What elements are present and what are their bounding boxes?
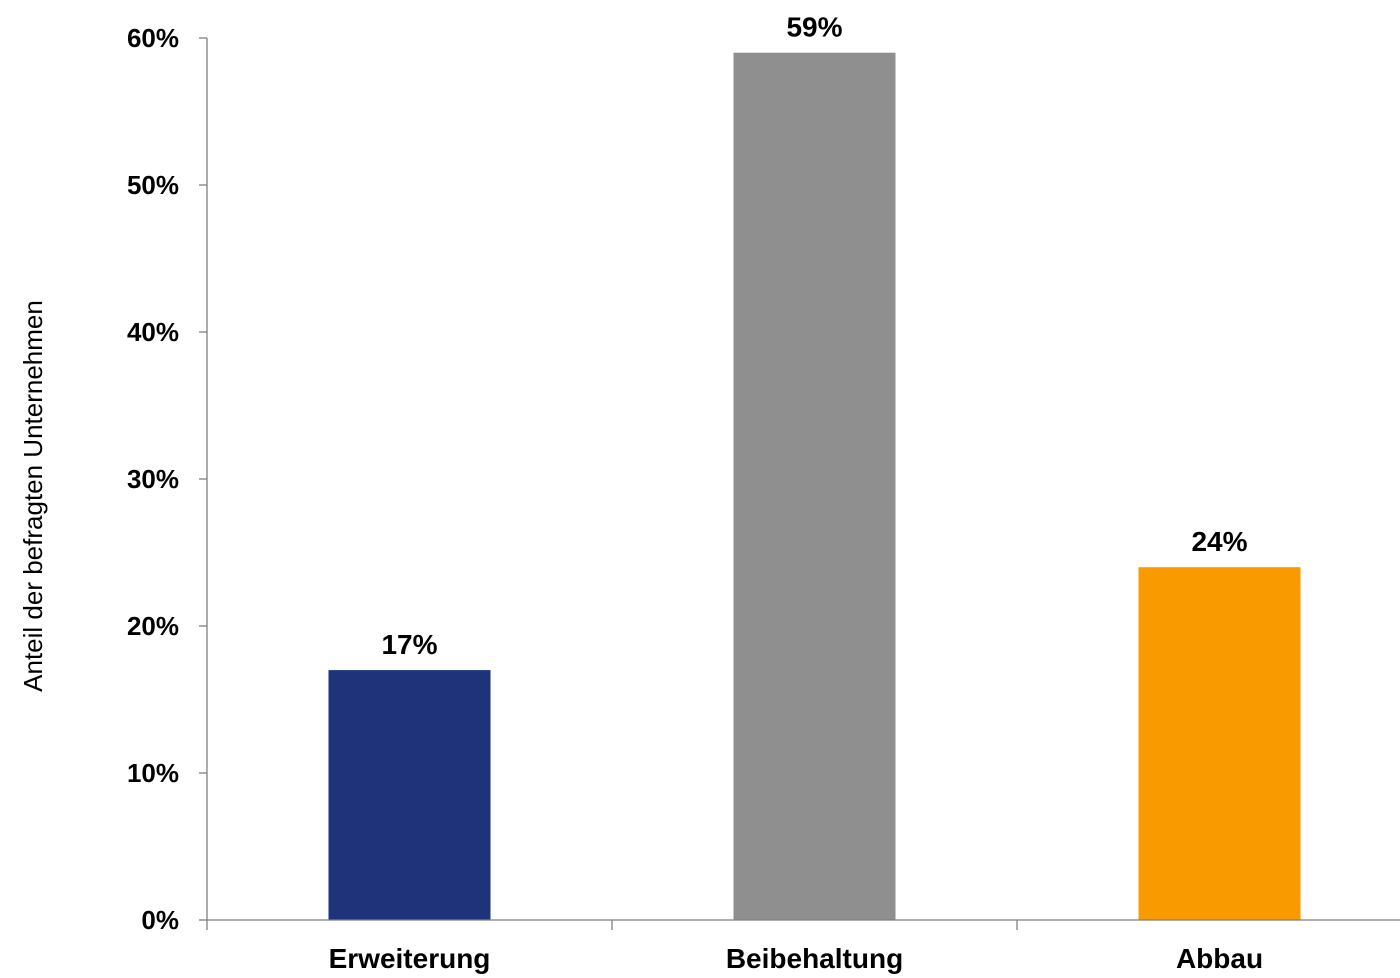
y-tick-label: 0% <box>141 905 179 935</box>
y-axis-ticks: 0% 10% 20% 30% 40% 50% 60% <box>127 23 207 935</box>
data-label: 59% <box>786 12 842 43</box>
y-axis-title: Anteil der befragten Unternehmen <box>18 300 48 692</box>
bars: 17% 59% 24% <box>328 12 1301 920</box>
y-tick-label: 20% <box>127 611 179 641</box>
y-tick-label: 40% <box>127 317 179 347</box>
bar-abbau <box>1138 567 1301 920</box>
x-category-label: Erweiterung <box>329 943 491 974</box>
bar-erweiterung <box>328 670 491 920</box>
y-tick-label: 60% <box>127 23 179 53</box>
data-label: 24% <box>1191 526 1247 557</box>
y-tick-label: 10% <box>127 758 179 788</box>
y-tick-label: 50% <box>127 170 179 200</box>
y-tick-label: 30% <box>127 464 179 494</box>
x-category-label: Beibehaltung <box>726 943 903 974</box>
x-axis-ticks: Erweiterung Beibehaltung Abbau <box>206 920 1263 974</box>
data-label: 17% <box>381 629 437 660</box>
x-category-label: Abbau <box>1176 943 1263 974</box>
bar-beibehaltung <box>733 52 896 920</box>
